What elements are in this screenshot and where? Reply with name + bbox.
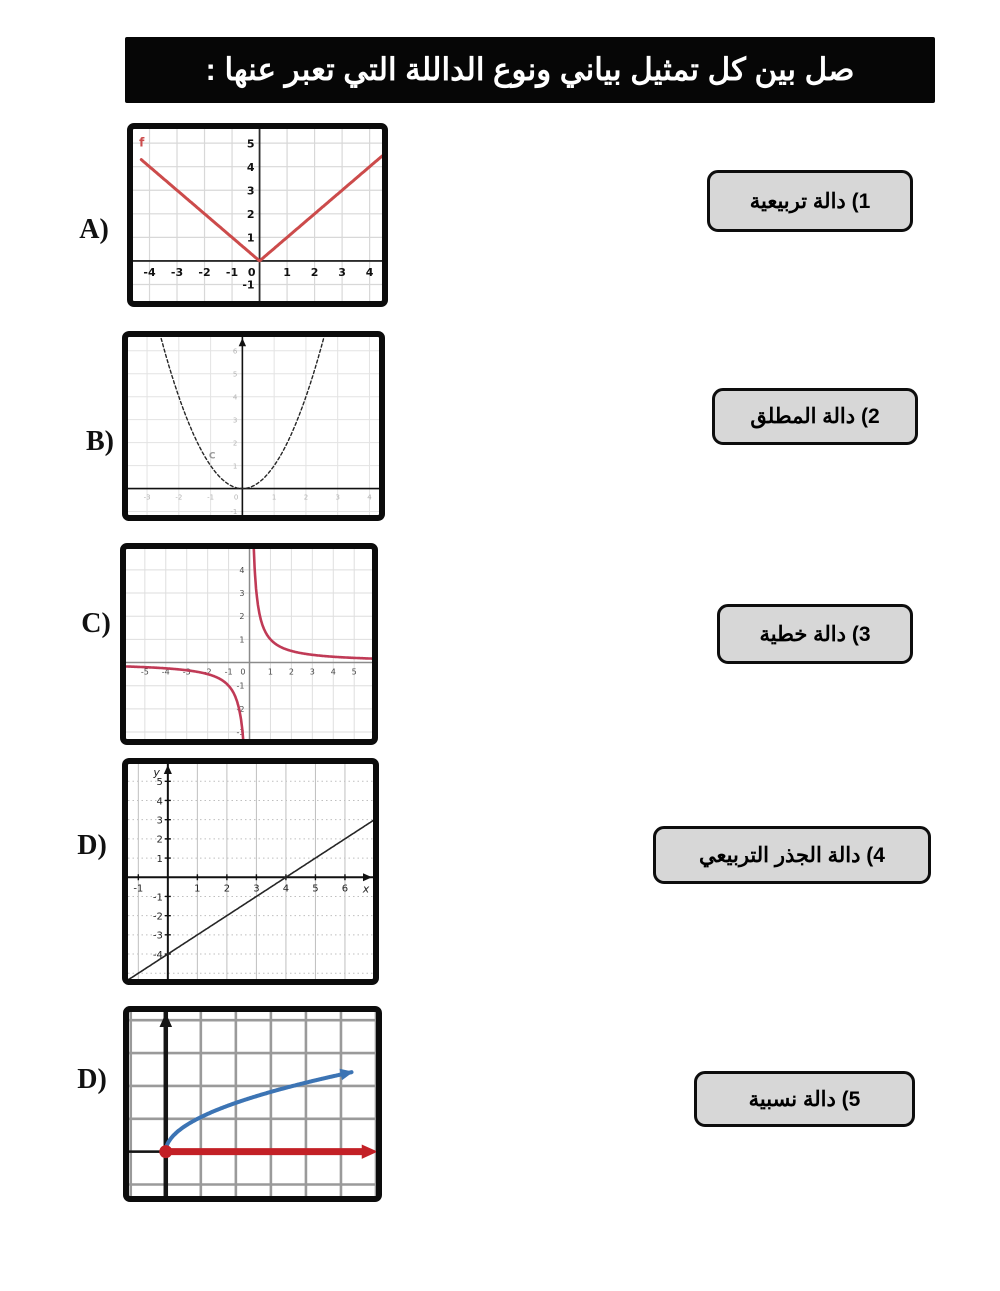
svg-text:1: 1 [194,883,200,894]
svg-text:4: 4 [247,161,255,174]
svg-text:4: 4 [366,266,374,279]
svg-text:-1: -1 [230,508,237,515]
svg-text:-4: -4 [153,950,163,961]
svg-text:2: 2 [224,883,230,894]
svg-text:5: 5 [352,668,357,677]
svg-text:0: 0 [234,494,238,502]
svg-text:1: 1 [233,462,237,470]
answer-card-label: 1) دالة تربيعية [749,189,871,213]
graph-panel-rational[interactable]: -5 -4 -3 -2 -1 1 2 3 4 5 -3 -2 -1 1 2 3 4 0 [120,543,378,745]
svg-text:-2: -2 [153,911,163,922]
svg-text:1: 1 [268,668,273,677]
panel-letter-a: A) [79,214,109,245]
graph-plot: -4 -3 -2 -1 1 2 3 4 -1 1 2 3 4 5 0 f [133,129,382,301]
svg-text:5: 5 [247,137,255,150]
svg-text:4: 4 [331,668,336,677]
svg-text:3: 3 [338,266,346,279]
svg-text:-5: -5 [141,668,149,677]
svg-text:1: 1 [239,635,244,644]
answer-card-label: 5) دالة نسبية [748,1087,861,1111]
svg-text:-1: -1 [225,668,233,677]
svg-text:y: y [152,766,160,779]
svg-text:3: 3 [247,184,255,197]
svg-text:-1: -1 [133,883,143,894]
worksheet-title: صل بين كل تمثيل بياني ونوع الداللة التي … [125,37,935,103]
graph-plot: -3 -2 -1 1 2 3 4 -1 1 2 3 4 5 6 0 C [128,337,379,515]
svg-text:4: 4 [156,796,162,807]
svg-text:1: 1 [272,494,276,502]
svg-text:-1: -1 [153,892,163,903]
svg-text:f: f [139,136,145,150]
svg-text:6: 6 [342,883,348,894]
svg-text:-1: -1 [237,682,245,691]
answer-card-label: 4) دالة الجذر التربيعي [699,843,885,867]
svg-text:5: 5 [156,777,162,788]
svg-text:2: 2 [304,494,308,502]
svg-text:1: 1 [283,266,291,279]
svg-text:4: 4 [367,494,372,502]
answer-card-linear[interactable]: 3) دالة خطية [717,604,913,664]
svg-text:2: 2 [247,208,255,221]
svg-text:-3: -3 [144,494,151,502]
panel-letter-b: B) [86,426,114,457]
svg-text:3: 3 [253,883,259,894]
svg-text:-2: -2 [237,705,245,714]
svg-text:2: 2 [239,612,244,621]
answer-card-quadratic[interactable]: 1) دالة تربيعية [707,170,913,232]
svg-text:5: 5 [233,370,237,378]
panel-letter-c: C) [81,608,111,639]
answer-card-rational[interactable]: 5) دالة نسبية [694,1071,915,1127]
svg-text:4: 4 [283,883,289,894]
graph-panel-absolute-value[interactable]: -4 -3 -2 -1 1 2 3 4 -1 1 2 3 4 5 0 f [127,123,388,307]
svg-text:4: 4 [233,393,238,401]
panel-letter-d: D) [77,830,107,861]
svg-text:-4: -4 [143,266,156,279]
graph-plot [129,1012,376,1196]
svg-text:2: 2 [289,668,294,677]
svg-text:6: 6 [233,347,238,355]
answer-card-label: 2) دالة المطلق [750,405,880,428]
svg-text:2: 2 [156,835,162,846]
svg-text:x: x [362,882,370,895]
svg-text:1: 1 [247,232,255,245]
answer-card-square-root[interactable]: 4) دالة الجذر التربيعي [653,826,931,884]
svg-text:-4: -4 [162,668,170,677]
answer-card-label: 3) دالة خطية [759,622,871,646]
graph-plot: -1 1 2 3 4 5 6 -4 -3 -2 -1 1 2 3 4 5 x y [128,764,373,979]
svg-text:3: 3 [239,589,244,598]
svg-text:3: 3 [310,668,315,677]
svg-text:4: 4 [239,566,244,575]
svg-text:-1: -1 [207,494,214,502]
svg-text:3: 3 [335,494,339,502]
svg-text:3: 3 [233,416,237,424]
graph-panel-linear[interactable]: -1 1 2 3 4 5 6 -4 -3 -2 -1 1 2 3 4 5 x y [122,758,379,985]
answer-card-absolute[interactable]: 2) دالة المطلق [712,388,918,445]
svg-text:C: C [209,452,216,462]
svg-text:0: 0 [240,668,245,677]
svg-text:-1: -1 [226,266,238,279]
svg-text:-3: -3 [237,728,245,737]
svg-text:-2: -2 [198,266,210,279]
svg-text:3: 3 [156,815,162,826]
svg-text:-2: -2 [175,494,182,502]
graph-panel-square-root[interactable] [123,1006,382,1202]
svg-text:5: 5 [312,883,318,894]
graph-plot: -5 -4 -3 -2 -1 1 2 3 4 5 -3 -2 -1 1 2 3 4 0 [126,549,372,739]
svg-text:-1: -1 [242,279,254,292]
svg-text:2: 2 [233,439,237,447]
graph-panel-quadratic[interactable]: -3 -2 -1 1 2 3 4 -1 1 2 3 4 5 6 0 C [122,331,385,521]
svg-text:-2: -2 [204,668,212,677]
panel-letter-e: D) [77,1064,107,1095]
svg-text:1: 1 [156,854,162,865]
svg-text:2: 2 [311,266,319,279]
svg-text:-3: -3 [171,266,183,279]
svg-text:-3: -3 [183,668,191,677]
svg-text:0: 0 [248,266,256,279]
svg-text:-3: -3 [153,931,163,942]
